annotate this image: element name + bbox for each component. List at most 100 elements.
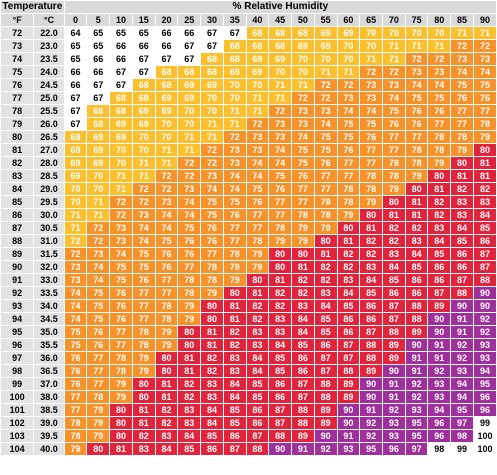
- heat-index-cell: 68: [154, 65, 179, 79]
- heat-index-cell: 69: [86, 156, 111, 170]
- celsius-cell: 26.5: [33, 130, 65, 144]
- heat-index-cell: 89: [336, 390, 361, 404]
- heat-index-cell: 80: [200, 299, 224, 313]
- heat-index-cell: 72: [86, 234, 111, 248]
- heat-index-cell: 83: [245, 325, 270, 339]
- heat-index-cell: 83: [472, 195, 497, 209]
- heat-index-cell: 88: [359, 351, 383, 365]
- heat-index-cell: 76: [381, 117, 406, 131]
- celsius-cell: 22.0: [33, 26, 65, 40]
- heat-index-cell: 71: [109, 182, 133, 196]
- heat-index-cell: 82: [222, 338, 247, 352]
- heat-index-cell: 73: [427, 65, 452, 79]
- heat-index-cell: 66: [154, 39, 179, 53]
- fahrenheit-cell: 99: [0, 377, 35, 391]
- heat-index-cell: 82: [268, 299, 293, 313]
- heat-index-cell: 82: [268, 286, 293, 300]
- table-row: 82 28.0 69 69 70 71 71 72 72 73 74 74 75 76 77 77 78 78 79…: [0, 156, 497, 170]
- heat-index-cell: 67: [177, 39, 202, 53]
- heat-index-cell: 74: [222, 182, 247, 196]
- heat-index-cell: 88: [268, 429, 293, 443]
- heat-index-cell: 76: [63, 351, 88, 365]
- heat-index-cell: 81: [291, 260, 315, 274]
- heat-index-cell: 86: [268, 390, 293, 404]
- heat-index-cell: 83: [336, 273, 361, 287]
- fahrenheit-cell: 74: [0, 52, 35, 66]
- heat-index-cell: 79: [336, 208, 361, 222]
- heat-index-cell: 82: [177, 390, 202, 404]
- heat-index-cell: 67: [154, 52, 179, 66]
- heat-index-cell: 77: [291, 195, 315, 209]
- celsius-cell: 31.5: [33, 247, 65, 261]
- heat-index-cell: 75: [63, 338, 88, 352]
- humidity-column-header: 20: [154, 13, 179, 27]
- heat-index-cell: 76: [154, 247, 179, 261]
- fahrenheit-cell: 104: [0, 442, 35, 456]
- heat-index-cell: 96: [472, 403, 497, 417]
- heat-index-cell: 100: [472, 442, 497, 456]
- heat-index-cell: 69: [131, 117, 156, 131]
- heat-index-cell: 83: [359, 260, 383, 274]
- heat-index-cell: 70: [131, 143, 156, 157]
- heat-index-cell: 78: [63, 416, 88, 430]
- fahrenheit-cell: 94: [0, 312, 35, 326]
- heat-index-cell: 93: [404, 403, 429, 417]
- heat-index-cell: 69: [336, 26, 361, 40]
- heat-index-cell: 83: [450, 208, 474, 222]
- heat-index-cell: 77: [177, 260, 202, 274]
- humidity-column-header: 25: [177, 13, 202, 27]
- heat-index-cell: 73: [222, 156, 247, 170]
- heat-index-cell: 84: [291, 325, 315, 339]
- heat-index-cell: 82: [177, 377, 202, 391]
- heat-index-cell: 79: [86, 429, 111, 443]
- heat-index-cell: 77: [63, 403, 88, 417]
- heat-index-cell: 78: [313, 195, 338, 209]
- humidity-column-header: 60: [336, 13, 361, 27]
- heat-index-cell: 91: [427, 338, 452, 352]
- heat-index-cell: 92: [359, 416, 383, 430]
- heat-index-cell: 75: [450, 78, 474, 92]
- celsius-cell: 23.5: [33, 52, 65, 66]
- heat-index-cell: 86: [222, 429, 247, 443]
- celsius-cell: 35.0: [33, 325, 65, 339]
- celsius-cell: 32.0: [33, 260, 65, 274]
- celsius-cell: 30.0: [33, 208, 65, 222]
- humidity-column-header: 30: [200, 13, 224, 27]
- heat-index-cell: 77: [381, 130, 406, 144]
- heat-index-cell: 84: [222, 390, 247, 404]
- heat-index-cell: 81: [154, 390, 179, 404]
- heat-index-cell: 67: [131, 65, 156, 79]
- celsius-cell: 37.0: [33, 377, 65, 391]
- heat-index-cell: 76: [359, 130, 383, 144]
- heat-index-cell: 87: [268, 416, 293, 430]
- heat-index-cell: 70: [291, 52, 315, 66]
- heat-index-cell: 74: [404, 78, 429, 92]
- heat-index-cell: 82: [381, 221, 406, 235]
- heat-index-cell: 73: [381, 78, 406, 92]
- heat-index-cell: 71: [359, 52, 383, 66]
- heat-index-cell: 80: [109, 416, 133, 430]
- heat-index-cell: 83: [177, 403, 202, 417]
- heat-index-cell: 82: [359, 247, 383, 261]
- heat-index-cell: 72: [268, 104, 293, 118]
- heat-index-cell: 71: [381, 52, 406, 66]
- heat-index-cell: 80: [131, 390, 156, 404]
- heat-index-cell: 79: [222, 273, 247, 287]
- temperature-header: Temperature: [0, 0, 65, 14]
- heat-index-cell: 79: [381, 182, 406, 196]
- heat-index-cell: 84: [222, 377, 247, 391]
- heat-index-cell: 83: [313, 286, 338, 300]
- heat-index-cell: 86: [359, 299, 383, 313]
- heat-index-cell: 84: [245, 351, 270, 365]
- heat-index-cell: 76: [404, 104, 429, 118]
- heat-index-cell: 77: [450, 117, 474, 131]
- fahrenheit-cell: 84: [0, 182, 35, 196]
- heat-index-cell: 95: [404, 429, 429, 443]
- heat-index-cell: 81: [177, 364, 202, 378]
- heat-index-cell: 74: [291, 130, 315, 144]
- heat-index-cell: 80: [336, 221, 361, 235]
- humidity-column-header: 0: [63, 13, 88, 27]
- heat-index-cell: 79: [245, 247, 270, 261]
- heat-index-cell: 87: [291, 390, 315, 404]
- heat-index-cell: 70: [404, 26, 429, 40]
